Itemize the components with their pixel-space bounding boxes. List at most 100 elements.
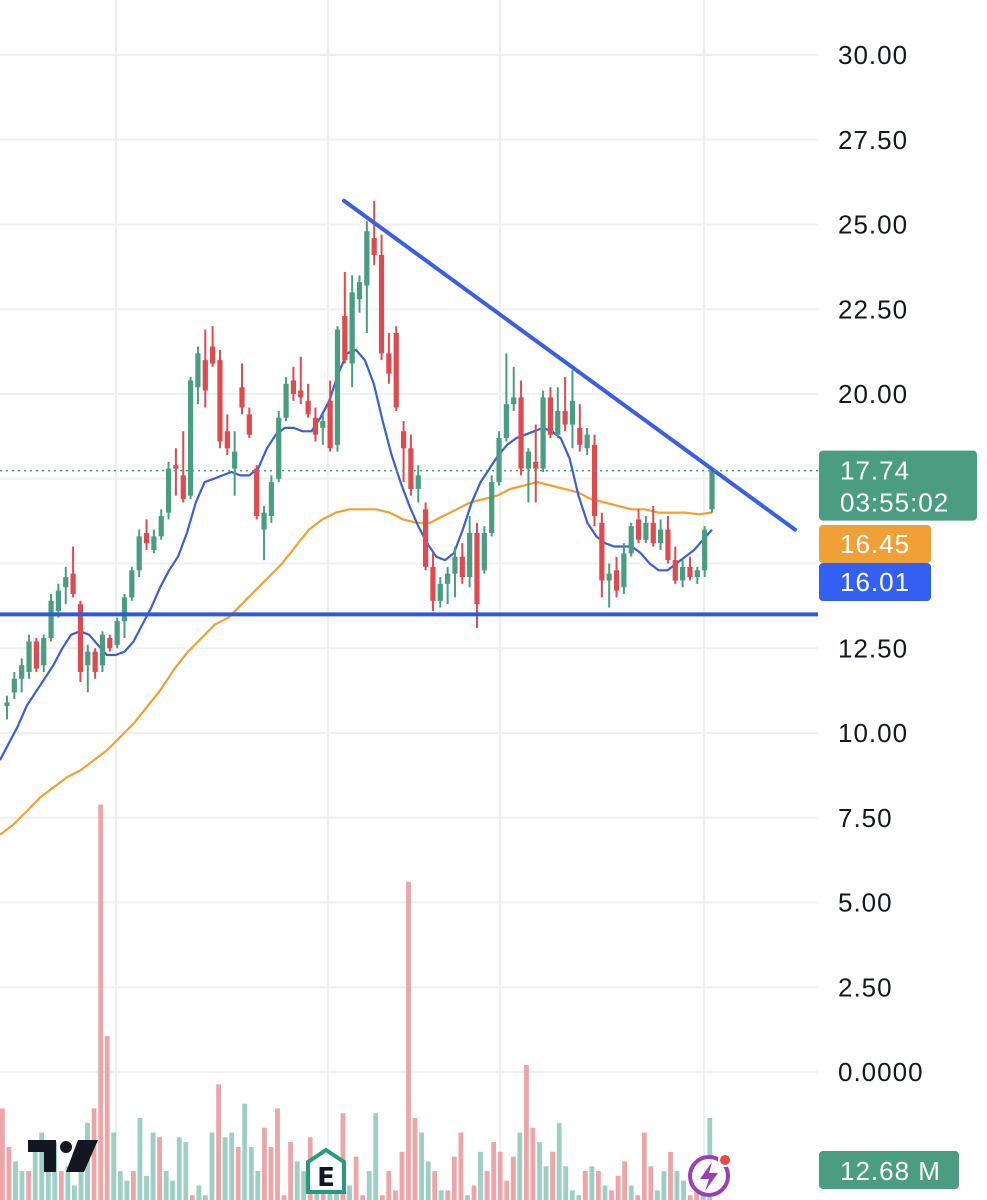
candle: [518, 380, 524, 476]
volume-bar: [641, 1132, 647, 1200]
candle: [195, 346, 201, 405]
candle: [70, 546, 76, 598]
volume-bar: [216, 1084, 221, 1200]
candle: [55, 583, 62, 618]
svg-text:16.45: 16.45: [840, 529, 910, 559]
volume-bar: [569, 1190, 575, 1200]
candle: [261, 505, 267, 561]
volume-bar: [687, 1195, 693, 1200]
volume-bar: [563, 1166, 569, 1200]
volume-bar: [301, 1171, 307, 1200]
candle: [555, 387, 561, 439]
volume-bar: [609, 1190, 614, 1200]
candle: [481, 526, 487, 574]
candle: [540, 390, 546, 472]
candle: [680, 560, 686, 588]
volume-bar: [445, 1190, 451, 1200]
candle: [33, 638, 39, 672]
volume-bar: [189, 1195, 195, 1200]
candle: [709, 468, 715, 513]
volume-bar: [524, 1065, 529, 1200]
candle: [320, 414, 326, 445]
drawings[interactable]: [0, 198, 818, 617]
volume-bar: [393, 1190, 398, 1200]
ma-slow-line: [0, 481, 713, 836]
svg-text:16.01: 16.01: [840, 567, 910, 597]
volume-bar: [589, 1166, 595, 1200]
volume-bar: [465, 1195, 470, 1200]
candle: [422, 502, 429, 571]
ma-slow-badge: 16.45: [819, 525, 931, 563]
candle: [591, 434, 598, 527]
volume-bar: [72, 1185, 77, 1200]
volume-bar: [347, 1185, 352, 1200]
candle: [180, 431, 186, 503]
candle: [158, 509, 164, 540]
volume-bar: [406, 881, 411, 1200]
volume-bar: [144, 1175, 149, 1200]
volume-bars: [0, 804, 713, 1200]
volume-bar: [117, 1171, 123, 1200]
volume-bar: [248, 1147, 254, 1200]
volume-bar: [91, 1108, 97, 1200]
volume-bar: [288, 1142, 293, 1200]
volume-bar: [196, 1185, 202, 1200]
y-tick-label: 5.00: [838, 888, 893, 918]
candlesticks: [4, 200, 715, 720]
y-tick-label: 12.50: [838, 633, 908, 663]
volume-bar: [451, 1156, 457, 1200]
volume-bar: [399, 1151, 405, 1200]
price-axis[interactable]: 30.00 27.50 25.00 22.50 20.00 12.50 10.00 7.50 5…: [838, 40, 924, 1087]
candle: [702, 526, 708, 578]
volume-bar: [550, 1151, 555, 1200]
candle: [305, 383, 311, 418]
volume-bar: [262, 1127, 267, 1200]
volume-bar: [65, 1166, 71, 1200]
y-tick-label: 10.00: [838, 718, 908, 748]
candle: [41, 634, 47, 672]
volume-bar: [163, 1171, 169, 1200]
lightning-icon[interactable]: [688, 1153, 732, 1197]
volume-bar: [124, 1180, 130, 1200]
y-tick-label: 0.0000: [838, 1057, 924, 1087]
volume-bar: [681, 1180, 686, 1200]
volume-bar: [13, 1161, 18, 1200]
volume-bar: [596, 1171, 601, 1200]
candle: [635, 509, 642, 544]
footer-icons[interactable]: E: [28, 1140, 732, 1197]
candle: [503, 353, 509, 442]
candle: [511, 366, 517, 411]
candle: [19, 658, 25, 693]
candle: [672, 546, 678, 584]
candle: [298, 356, 304, 405]
resistance-trend-line[interactable]: [342, 198, 797, 532]
candle: [26, 634, 32, 679]
volume-bar: [635, 1195, 641, 1200]
volume-bar: [655, 1190, 660, 1200]
volume-bar: [170, 1180, 176, 1200]
candle: [474, 522, 480, 628]
tradingview-logo[interactable]: [28, 1140, 98, 1172]
candle: [232, 431, 238, 496]
volume-bar: [255, 1171, 261, 1200]
volume-bar: [458, 1132, 464, 1200]
candle: [533, 424, 539, 503]
candle: [430, 553, 436, 611]
candle: [217, 349, 223, 449]
earnings-icon[interactable]: E: [306, 1147, 346, 1194]
candle: [290, 366, 297, 401]
volume-bar: [281, 1195, 287, 1200]
volume-bar: [131, 1171, 136, 1200]
candle: [11, 671, 17, 700]
svg-text:12.68 M: 12.68 M: [840, 1156, 941, 1186]
volume-bar: [530, 1127, 536, 1200]
volume-bar: [6, 1147, 12, 1200]
volume-bar: [661, 1171, 667, 1200]
candle: [628, 522, 634, 557]
volume-bar: [425, 1161, 431, 1200]
volume-bar: [222, 1137, 228, 1200]
volume-bar: [39, 1132, 45, 1200]
candle: [187, 377, 194, 500]
